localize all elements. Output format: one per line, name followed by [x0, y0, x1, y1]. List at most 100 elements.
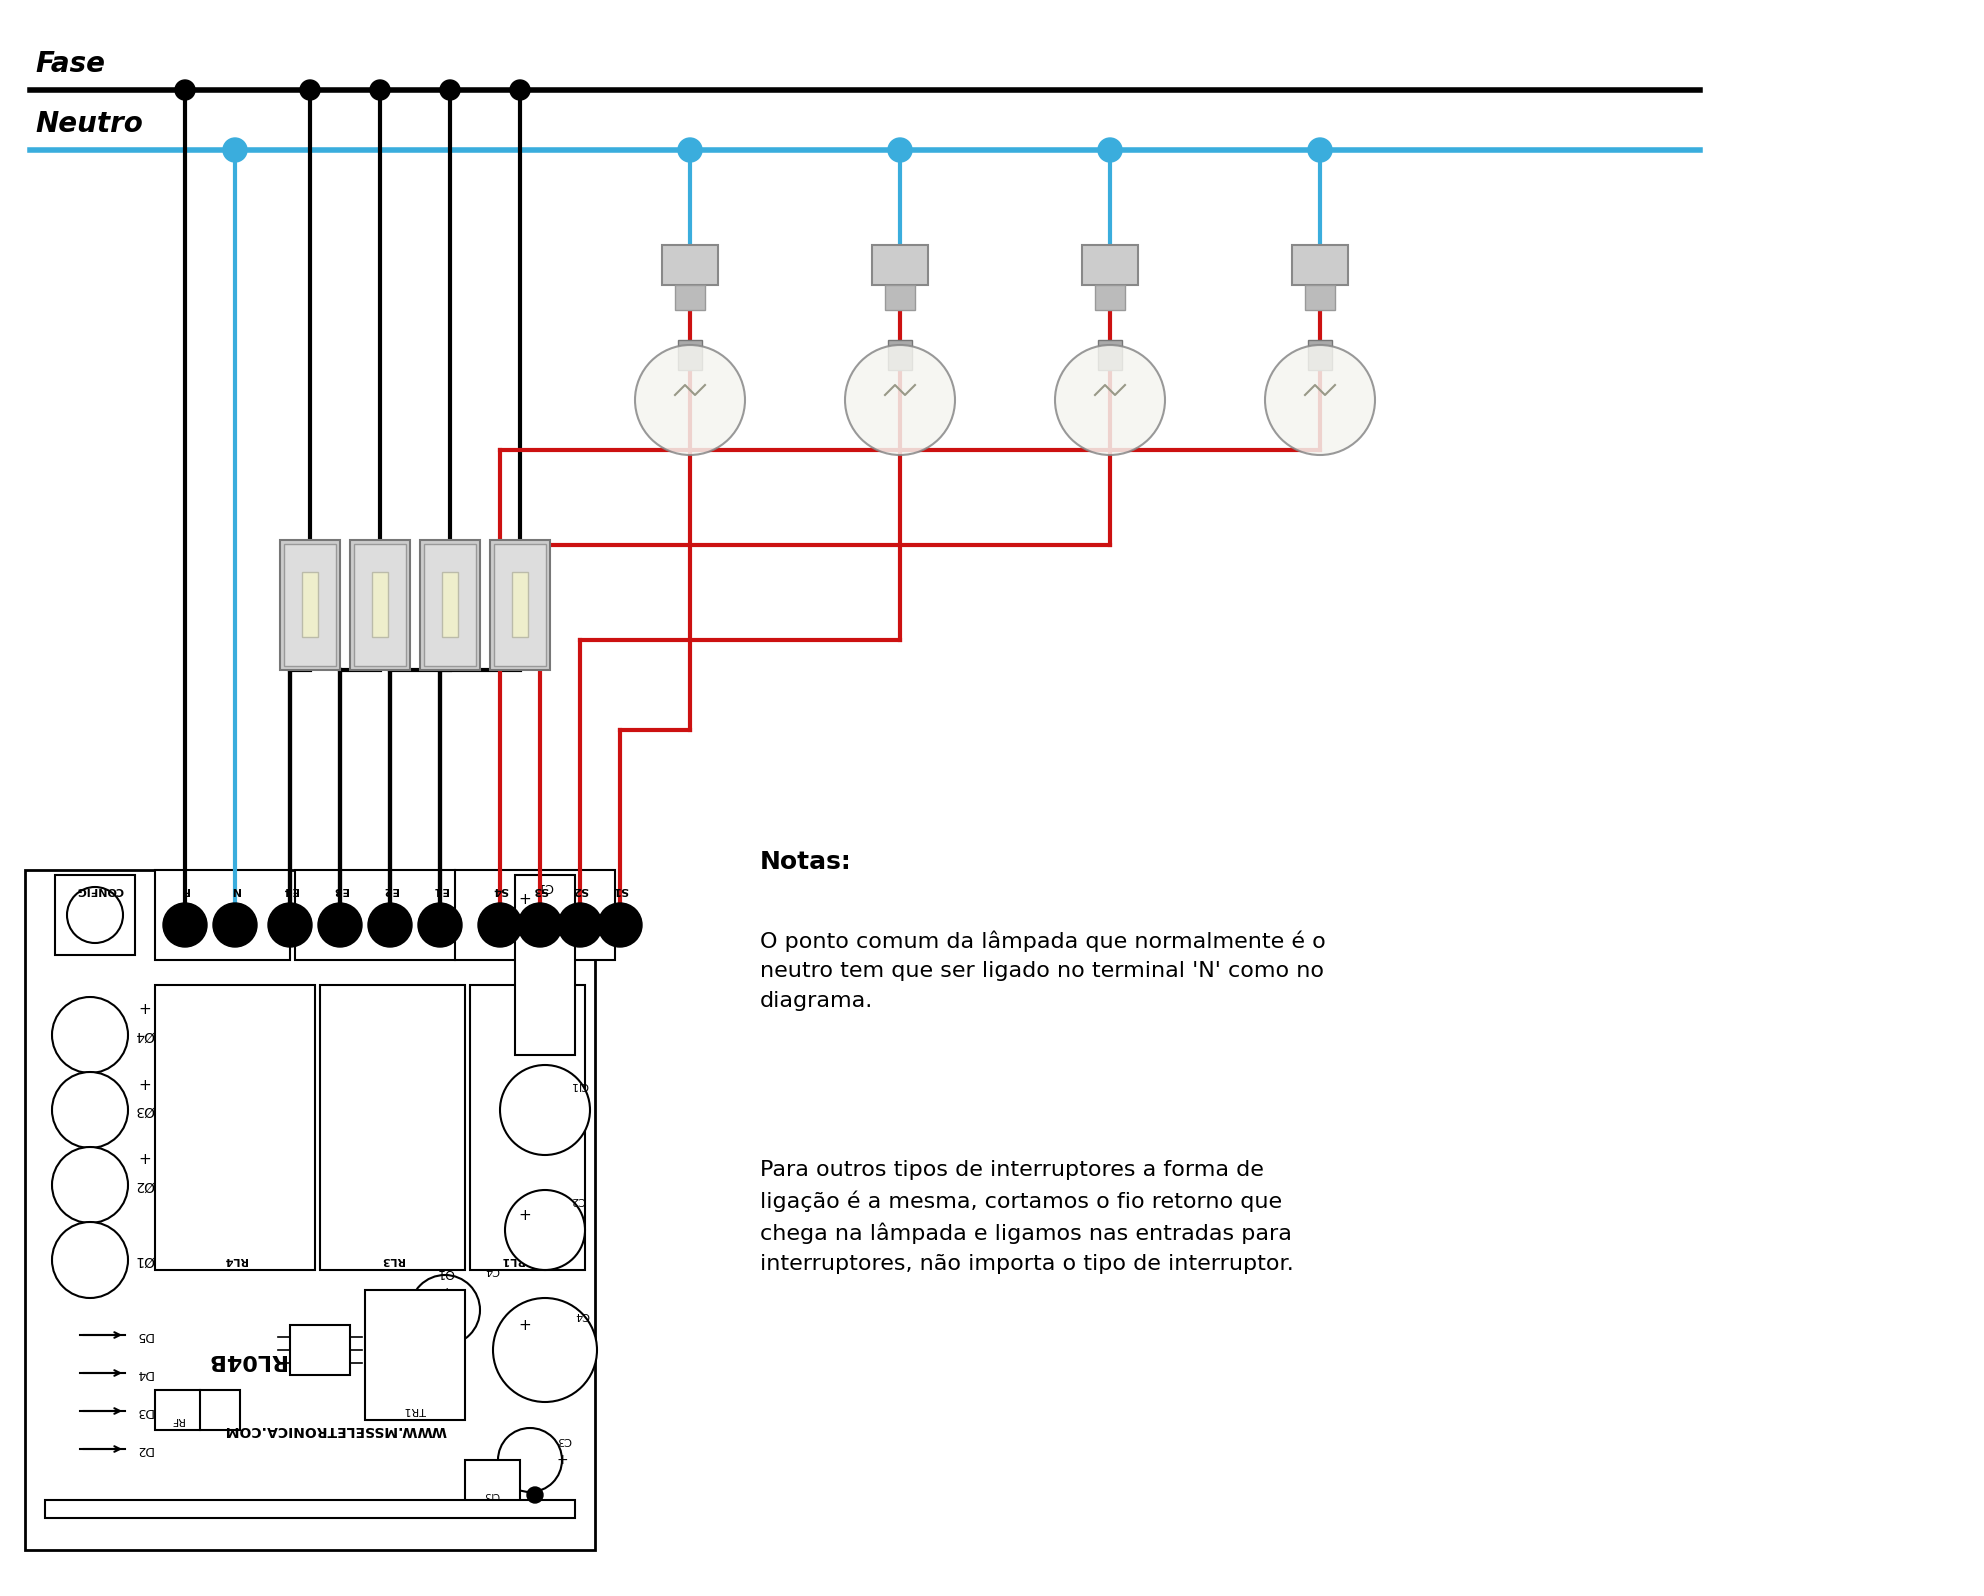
Text: RL4: RL4	[224, 1254, 246, 1266]
Circle shape	[419, 903, 462, 946]
Text: +: +	[139, 1077, 151, 1093]
Bar	[675, 286, 704, 310]
Circle shape	[506, 1191, 585, 1270]
Circle shape	[222, 137, 246, 163]
Text: Ø3: Ø3	[135, 1103, 155, 1117]
Circle shape	[597, 903, 643, 946]
Circle shape	[478, 903, 522, 946]
Circle shape	[518, 903, 561, 946]
Circle shape	[679, 137, 702, 163]
Bar	[26, 870, 595, 1550]
Circle shape	[1055, 345, 1165, 455]
Text: E2: E2	[383, 886, 397, 895]
Circle shape	[300, 80, 319, 101]
Bar	[470, 985, 585, 1270]
Bar	[302, 571, 317, 637]
Text: Neutro: Neutro	[36, 110, 143, 137]
Bar	[885, 286, 915, 310]
Text: Ø4: Ø4	[135, 1028, 155, 1042]
Circle shape	[369, 80, 391, 101]
Circle shape	[1266, 345, 1375, 455]
Bar	[1097, 340, 1123, 370]
Text: +: +	[558, 1452, 569, 1467]
Text: E3: E3	[333, 886, 347, 895]
Bar	[284, 544, 335, 666]
Text: Fase: Fase	[36, 49, 105, 78]
Text: C4: C4	[484, 1266, 500, 1275]
Text: +: +	[518, 1318, 532, 1333]
Bar	[365, 1290, 464, 1420]
Bar	[1307, 340, 1331, 370]
Text: O ponto comum da lâmpada que normalmente é o
neutro tem que ser ligado no termin: O ponto comum da lâmpada que normalmente…	[760, 930, 1325, 1010]
Circle shape	[268, 903, 311, 946]
Text: D5: D5	[135, 1328, 153, 1342]
Text: Ø2: Ø2	[135, 1178, 155, 1192]
Text: RL3: RL3	[381, 1254, 405, 1266]
Circle shape	[498, 1428, 561, 1492]
Bar	[679, 340, 702, 370]
Text: E4: E4	[282, 886, 298, 895]
Text: S3: S3	[532, 886, 548, 895]
Circle shape	[845, 345, 954, 455]
Circle shape	[175, 80, 194, 101]
Text: D3: D3	[135, 1404, 153, 1417]
Bar	[46, 1500, 575, 1518]
Circle shape	[317, 903, 361, 946]
Text: Ø1: Ø1	[135, 1253, 155, 1267]
Bar	[516, 875, 575, 1055]
Text: C1: C1	[538, 879, 554, 894]
Text: RL04B: RL04B	[206, 1350, 284, 1369]
Text: E1: E1	[433, 886, 448, 895]
Bar	[512, 571, 528, 637]
Bar	[353, 544, 407, 666]
Circle shape	[635, 345, 746, 455]
Text: Notas:: Notas:	[760, 851, 851, 875]
Circle shape	[492, 1298, 597, 1401]
Circle shape	[440, 80, 460, 101]
Text: +: +	[438, 1283, 450, 1298]
Text: D4: D4	[135, 1366, 153, 1379]
Bar	[889, 340, 913, 370]
Circle shape	[52, 998, 129, 1073]
Text: +: +	[139, 1002, 151, 1018]
Text: RL2 RL1: RL2 RL1	[502, 1254, 554, 1266]
Circle shape	[1097, 137, 1123, 163]
Text: +: +	[139, 1152, 151, 1168]
Bar	[155, 870, 290, 961]
Circle shape	[52, 1073, 129, 1148]
Circle shape	[528, 1487, 544, 1503]
Text: +: +	[518, 892, 532, 908]
Text: N: N	[230, 886, 240, 895]
Bar	[296, 870, 615, 961]
Bar	[663, 246, 718, 286]
Text: Para outros tipos de interruptores a forma de
ligação é a mesma, cortamos o fio : Para outros tipos de interruptores a for…	[760, 1160, 1294, 1274]
Bar	[464, 1460, 520, 1505]
Text: CI3: CI3	[484, 1491, 500, 1500]
Text: WWW.MSSELETRONICA.COM: WWW.MSSELETRONICA.COM	[224, 1424, 446, 1436]
Circle shape	[1307, 137, 1331, 163]
Bar	[280, 539, 339, 670]
Text: F: F	[181, 886, 188, 895]
Bar	[319, 985, 464, 1270]
Bar	[155, 1390, 240, 1430]
Text: S1: S1	[613, 886, 627, 895]
Circle shape	[411, 1275, 480, 1345]
Bar	[1292, 246, 1347, 286]
Circle shape	[67, 887, 123, 943]
Circle shape	[558, 903, 601, 946]
Bar	[155, 985, 315, 1270]
Bar	[1305, 286, 1335, 310]
Circle shape	[52, 1223, 129, 1298]
Circle shape	[889, 137, 913, 163]
Bar	[490, 539, 550, 670]
Text: S2: S2	[571, 886, 587, 895]
Circle shape	[500, 1065, 589, 1156]
Text: RF: RF	[171, 1416, 185, 1425]
Bar	[873, 246, 929, 286]
Text: S4: S4	[492, 886, 508, 895]
Circle shape	[52, 1148, 129, 1223]
Bar	[494, 544, 546, 666]
Text: D2: D2	[135, 1443, 153, 1456]
Circle shape	[367, 903, 413, 946]
Text: CONFIG: CONFIG	[75, 886, 123, 895]
